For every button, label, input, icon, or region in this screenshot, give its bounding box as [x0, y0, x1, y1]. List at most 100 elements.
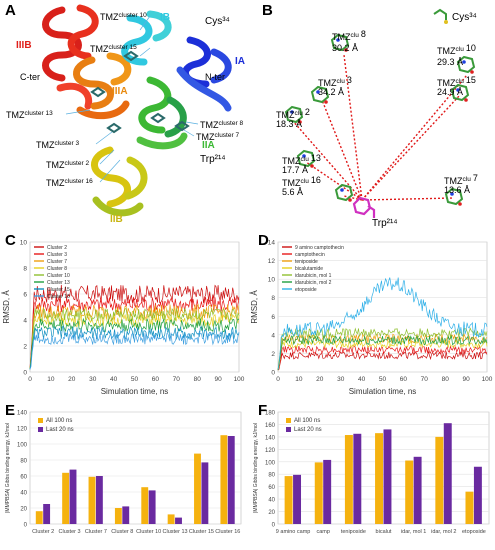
trp214-label: Trp²¹⁴ — [200, 154, 226, 165]
x-tick-label: 50 — [379, 376, 387, 383]
y-tick-label: 8 — [23, 266, 27, 273]
x-tick-label: Cluster 15 — [189, 529, 214, 535]
site-label-7: TMZclu 7 13.6 Å — [444, 173, 478, 195]
y-tick-label: 80 — [268, 473, 275, 479]
binding-energy-chart-tmz: 0 20 40 60 80 100 120 140 Cluster 2 Cluster 3 Clus… — [5, 411, 242, 535]
y-tick-label: 2 — [271, 351, 275, 358]
x-tick-label: 9 amino camp — [276, 529, 311, 535]
trp214-label-b: Trp²¹⁴ — [372, 218, 398, 229]
y-tick-label: 140 — [17, 411, 28, 417]
bar — [375, 433, 383, 524]
y-tick-label: 0 — [23, 370, 27, 377]
series-line — [277, 345, 488, 371]
series-line — [29, 317, 240, 370]
series-line — [29, 296, 240, 370]
n-terminus-label: N-ter — [205, 72, 225, 82]
domain-label-IIIB: IIIB — [16, 40, 32, 51]
bar — [284, 476, 293, 524]
legend-label: Cluster 13 — [47, 280, 70, 286]
ligand-distance-figure: Cys³⁴ Trp²¹⁴ TMZclu 8 30.2 Å TMZclu 10 29.3 … — [276, 8, 478, 229]
y-axis-label: |MMPBSA| Gibbs binding energy, kJ/mol — [5, 423, 11, 513]
x-tick-label: teniposide — [341, 529, 366, 535]
x-tick-label: 10 — [47, 376, 55, 383]
x-axis-label: Simulation time, ns — [349, 387, 417, 396]
bar — [220, 435, 228, 524]
y-tick-label: 4 — [23, 318, 27, 325]
bar — [114, 508, 122, 524]
domain-label-IB: IB — [160, 12, 170, 23]
legend-swatch — [38, 427, 43, 432]
x-tick-label: etoposide — [462, 529, 486, 535]
y-axis-label: |MMPBSA| Gibbs binding energy, kJ/mol — [253, 423, 259, 513]
legend-label: etoposide — [295, 287, 317, 293]
legend-swatch — [286, 427, 291, 432]
y-tick-label: 140 — [265, 435, 276, 441]
bar — [69, 469, 77, 524]
x-tick-label: Cluster 13 — [163, 529, 188, 535]
x-tick-label: Cluster 16 — [215, 529, 240, 535]
bar — [95, 476, 103, 524]
cluster10-label: TMZcluster 10 — [100, 12, 147, 22]
bar — [43, 504, 51, 524]
legend-label: Cluster 2 — [47, 245, 67, 251]
trp214-molecule — [352, 196, 376, 218]
bar — [344, 435, 353, 524]
bar — [167, 514, 175, 524]
y-tick-label: 2 — [23, 344, 27, 351]
domain-label-IA: IA — [235, 56, 245, 67]
legend-label: Cluster 10 — [47, 273, 70, 279]
protein-structure-figure: IIIB IB IA IIIA IIA IIB Cys³⁴ C-ter N-te… — [6, 4, 245, 225]
cys34-sulfur — [444, 20, 448, 24]
bar — [435, 436, 444, 524]
x-tick-label: 80 — [442, 376, 450, 383]
x-tick-label: 60 — [400, 376, 408, 383]
legend-label: idarubicin, mol 1 — [295, 273, 332, 279]
series-line — [29, 307, 240, 370]
series-line — [277, 334, 488, 371]
panel-label-e: E — [5, 402, 16, 419]
legend-label: Cluster 7 — [47, 259, 67, 265]
c-terminus-label: C-ter — [20, 72, 40, 82]
y-tick-label: 120 — [17, 427, 28, 433]
legend-label: Cluster 15 — [47, 287, 70, 293]
binding-energy-chart-drugs: 0 20 40 60 80 100 120 140 160 180 9 amino camp camp… — [253, 411, 490, 535]
site-label-8: TMZclu 8 30.2 Å — [332, 29, 366, 53]
x-tick-label: 0 — [276, 376, 280, 383]
x-tick-label: 50 — [131, 376, 139, 383]
bar — [323, 459, 332, 524]
domain-IIIB-helices — [42, 4, 99, 110]
x-tick-label: 90 — [214, 376, 222, 383]
y-tick-label: 4 — [271, 332, 275, 339]
cluster13-label: TMZcluster 13 — [6, 110, 53, 120]
y-tick-label: 0 — [24, 523, 28, 529]
y-tick-label: 120 — [265, 448, 276, 454]
x-tick-label: 40 — [110, 376, 118, 383]
x-tick-label: bicalut — [376, 529, 392, 535]
bar — [473, 466, 482, 524]
x-tick-label: idar, mol 1 — [401, 529, 426, 535]
tmz-atoms — [290, 38, 474, 206]
x-tick-label: 40 — [358, 376, 366, 383]
x-tick-label: 70 — [421, 376, 429, 383]
legend-label: teniposide — [295, 259, 318, 265]
bar — [201, 462, 209, 524]
x-tick-label: 20 — [68, 376, 76, 383]
series-line — [29, 325, 240, 370]
cys34-label: Cys³⁴ — [205, 16, 230, 27]
panel-label-d: D — [258, 232, 269, 249]
bar — [148, 490, 156, 524]
series-line — [277, 327, 488, 370]
site-label-13: TMZclu 13 17.7 Å — [282, 153, 321, 175]
cluster15-label: TMZcluster 15 — [90, 44, 137, 54]
domain-label-IIA: IIA — [202, 140, 215, 151]
bar — [88, 476, 96, 524]
panel-label-c: C — [5, 232, 16, 249]
legend-label: Cluster 3 — [47, 252, 67, 258]
y-tick-label: 180 — [265, 411, 276, 417]
y-tick-label: 6 — [23, 292, 27, 299]
domain-IIB-helices — [91, 146, 148, 217]
x-tick-label: 70 — [173, 376, 181, 383]
domain-label-IIB: IIB — [110, 214, 123, 225]
site-label-16: TMZclu 16 5.6 Å — [282, 175, 321, 197]
